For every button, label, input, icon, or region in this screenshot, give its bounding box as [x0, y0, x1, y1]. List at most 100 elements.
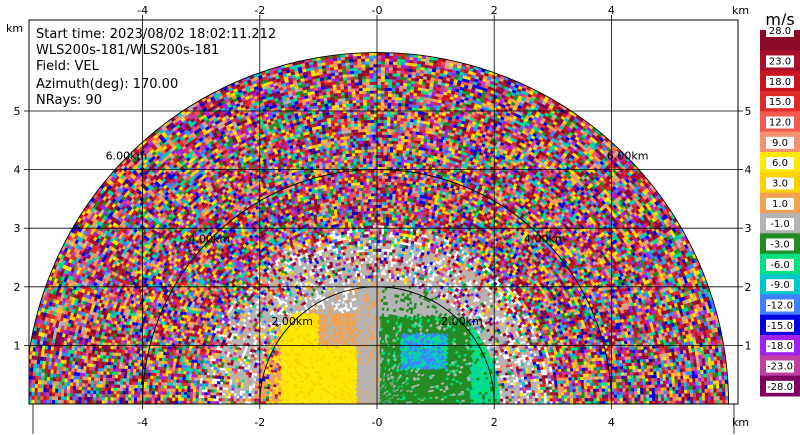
- velocity-bin: [386, 273, 389, 276]
- velocity-bin: [503, 396, 506, 399]
- velocity-bin: [474, 399, 477, 402]
- velocity-bin: [500, 399, 503, 402]
- velocity-bin: [278, 395, 281, 398]
- velocity-bin: [389, 279, 392, 282]
- velocity-bin: [378, 302, 380, 305]
- velocity-bin: [381, 316, 383, 319]
- velocity-bin: [254, 394, 257, 397]
- velocity-bin: [242, 399, 245, 402]
- velocity-bin: [369, 290, 372, 293]
- velocity-bin: [378, 299, 381, 302]
- velocity-bin: [372, 266, 375, 269]
- velocity-bin: [385, 270, 388, 273]
- velocity-bin: [275, 394, 278, 397]
- velocity-bin: [384, 311, 387, 314]
- velocity-bin: [284, 395, 287, 398]
- velocity-bin: [378, 275, 381, 278]
- velocity-bin: [366, 267, 369, 270]
- velocity-bin: [462, 400, 465, 402]
- velocity-bin: [374, 322, 376, 325]
- velocity-bin: [245, 399, 248, 402]
- velocity-bin: [380, 325, 382, 328]
- velocity-bin: [263, 399, 266, 402]
- velocity-bin: [373, 281, 376, 284]
- velocity-bin: [361, 267, 364, 270]
- velocity-bin: [313, 400, 316, 402]
- velocity-bin: [304, 400, 307, 402]
- velocity-bin: [368, 278, 371, 281]
- velocity-bin: [373, 275, 376, 278]
- velocity-bin: [379, 307, 381, 310]
- velocity-bin: [379, 293, 382, 296]
- velocity-bin: [383, 296, 386, 299]
- velocity-bin: [378, 340, 380, 343]
- velocity-bin: [471, 397, 474, 400]
- velocity-bin: [292, 395, 295, 398]
- velocity-bin: [382, 290, 385, 293]
- velocity-bin: [506, 396, 509, 399]
- velocity-bin: [266, 397, 269, 400]
- velocity-bin: [382, 266, 385, 269]
- velocity-bin: [394, 279, 397, 282]
- velocity-bin: [380, 269, 383, 272]
- velocity-bin: [283, 397, 286, 400]
- velocity-bin: [381, 304, 384, 307]
- velocity-bin: [380, 340, 382, 343]
- velocity-bin: [254, 396, 257, 399]
- velocity-bin: [382, 307, 385, 310]
- velocity-bin: [384, 293, 387, 296]
- velocity-bin: [269, 399, 272, 402]
- velocity-bin: [373, 302, 375, 305]
- velocity-bin: [465, 399, 468, 401]
- velocity-bin: [269, 394, 272, 397]
- velocity-bin: [383, 302, 386, 305]
- velocity-bin: [378, 348, 380, 351]
- velocity-bin: [272, 394, 275, 397]
- velocity-bin: [384, 290, 387, 293]
- velocity-bin: [295, 400, 298, 402]
- velocity-bin: [384, 313, 387, 316]
- velocity-bin: [280, 399, 283, 401]
- velocity-bin: [321, 400, 324, 402]
- velocity-bin: [479, 399, 482, 402]
- velocity-bin: [368, 272, 371, 275]
- velocity-bin: [497, 396, 500, 399]
- velocity-bin: [368, 281, 371, 284]
- velocity-bin: [380, 290, 383, 293]
- velocity-bin: [283, 399, 286, 401]
- velocity-bin: [382, 313, 384, 316]
- velocity-bin: [371, 281, 374, 284]
- velocity-bin: [381, 296, 384, 299]
- velocity-bin: [362, 273, 365, 276]
- velocity-bin: [482, 399, 485, 402]
- velocity-bin: [497, 399, 500, 402]
- velocity-bin: [378, 345, 380, 348]
- velocity-bin: [373, 299, 376, 302]
- velocity-bin: [369, 266, 372, 269]
- velocity-bin: [347, 293, 350, 297]
- velocity-bin: [371, 302, 374, 305]
- velocity-bin: [453, 400, 456, 402]
- velocity-bin: [380, 322, 382, 325]
- velocity-bin: [515, 399, 518, 402]
- velocity-bin: [438, 400, 441, 402]
- velocity-bin: [380, 351, 382, 354]
- velocity-bin: [386, 281, 389, 284]
- velocity-bin: [388, 267, 391, 270]
- velocity-bin: [263, 396, 266, 399]
- velocity-bin: [370, 310, 373, 313]
- velocity-bin: [301, 398, 304, 400]
- velocity-bin: [382, 310, 385, 313]
- velocity-bin: [383, 281, 386, 284]
- velocity-bin: [373, 304, 375, 307]
- velocity-bin: [482, 394, 485, 397]
- velocity-bin: [298, 400, 301, 402]
- velocity-bin: [471, 399, 474, 401]
- velocity-bin: [509, 399, 512, 402]
- velocity-bin: [373, 296, 376, 299]
- velocity-bin: [380, 328, 382, 331]
- velocity-bin: [380, 348, 382, 351]
- velocity-bin: [248, 399, 251, 402]
- velocity-bin: [509, 396, 512, 399]
